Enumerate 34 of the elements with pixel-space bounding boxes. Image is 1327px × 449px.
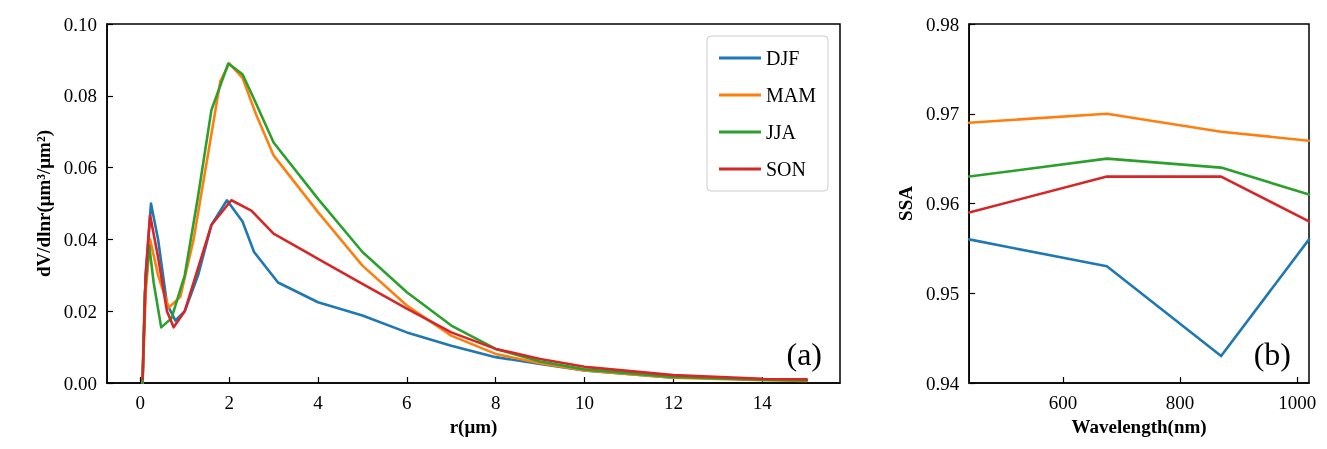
y-tick-label: 0.94 xyxy=(925,372,960,394)
x-axis-title: r(μm) xyxy=(449,416,498,438)
y-tick-label: 0.04 xyxy=(63,228,98,250)
x-tick-label: 2 xyxy=(224,392,234,413)
line-series xyxy=(967,112,1311,142)
x-tick-label: 600 xyxy=(1048,392,1078,413)
y-tick-label: 0.06 xyxy=(63,157,97,179)
legend-label: SON xyxy=(765,158,807,180)
x-tick-label: 6 xyxy=(402,392,412,413)
y-tick-label: 0.96 xyxy=(925,193,960,214)
annotation: (b) xyxy=(1253,336,1291,372)
y-tick-label: 0.02 xyxy=(63,300,97,322)
x-axis-title: Wavelength(nm) xyxy=(1071,416,1207,438)
legend-label: MAM xyxy=(765,84,817,106)
y-tick-label: 0.08 xyxy=(63,85,97,107)
legend-label: DJF xyxy=(765,47,800,69)
y-tick-label: 0.00 xyxy=(63,372,97,394)
line-series xyxy=(967,157,1311,196)
x-tick-label: 1000 xyxy=(1278,392,1317,413)
x-tick-label: 800 xyxy=(1165,392,1195,413)
y-axis-title: dV/dlnr(μm³/μm²) xyxy=(32,130,55,277)
x-tick-label: 14 xyxy=(752,392,773,413)
x-tick-label: 8 xyxy=(490,392,501,413)
legend-label: JJA xyxy=(765,121,797,143)
x-tick-label: 4 xyxy=(313,392,324,413)
y-tick-label: 0.95 xyxy=(925,282,960,304)
y-tick-label: 0.10 xyxy=(63,13,97,35)
y-tick-label: 0.98 xyxy=(925,13,960,35)
y-axis-title: SSA xyxy=(895,185,916,221)
annotation: (a) xyxy=(786,336,822,372)
x-tick-label: 10 xyxy=(575,392,595,413)
x-tick-label: 12 xyxy=(663,392,683,413)
x-tick-label: 0 xyxy=(135,392,146,413)
y-tick-label: 0.97 xyxy=(925,103,960,125)
